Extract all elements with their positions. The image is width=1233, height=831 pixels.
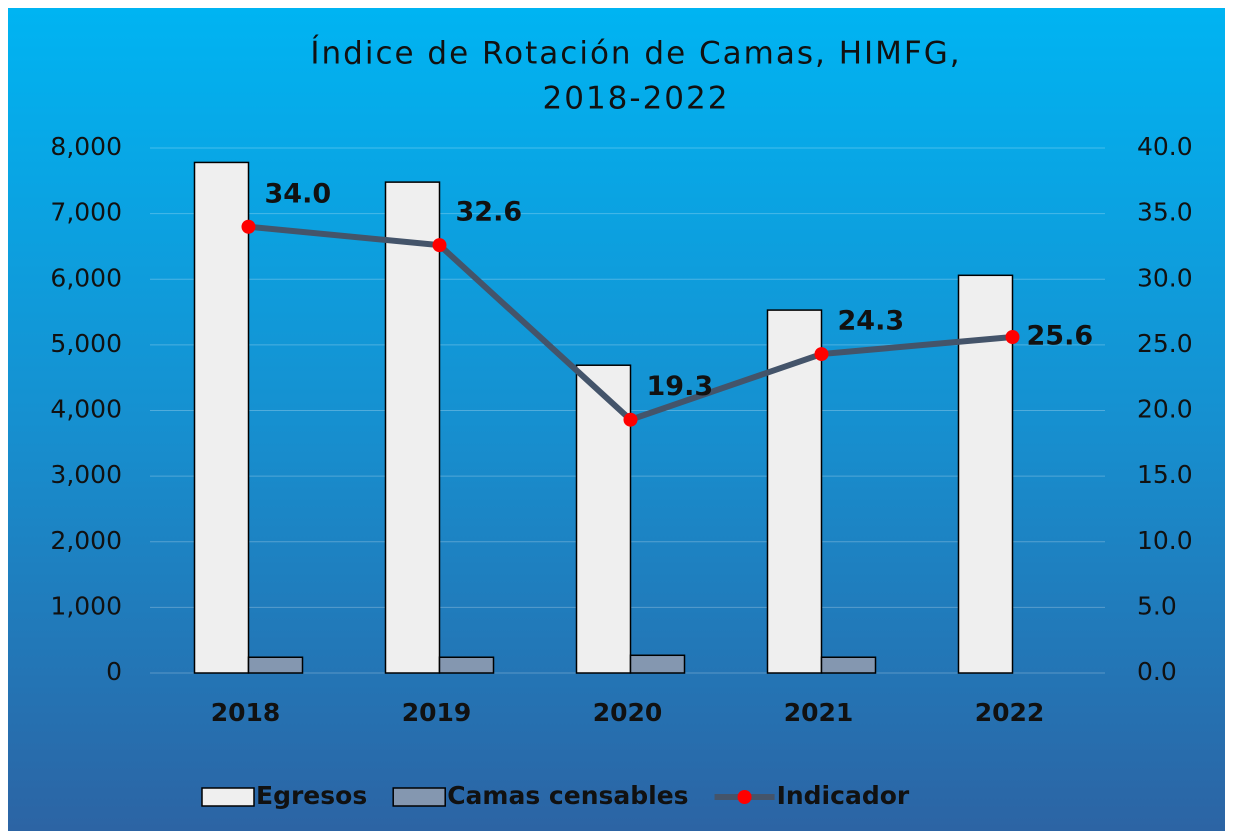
y-tick-label: 5,000 [50,329,122,358]
y-tick-label: 4,000 [50,395,122,424]
y2-tick-label: 10.0 [1137,526,1193,555]
y-tick-label: 6,000 [50,263,122,292]
data-label: 19.3 [647,371,714,402]
data-label: 24.3 [838,306,905,337]
x-tick-label: 2018 [211,698,281,727]
y-tick-label: 1,000 [50,591,122,620]
y2-tick-label: 0.0 [1137,657,1177,686]
bar [629,654,686,674]
y2-tick-label: 30.0 [1137,263,1193,292]
data-label: 25.6 [1027,321,1094,352]
y2-tick-label: 25.0 [1137,329,1193,358]
chart-title: Índice de Rotación de Camas, HIMFG, [310,36,961,72]
legend-label: Egresos [256,781,367,810]
legend-swatch [737,790,752,804]
bar [247,656,304,674]
y-tick-label: 2,000 [50,526,122,555]
y2-tick-label: 5.0 [1137,591,1177,620]
y2-tick-label: 20.0 [1137,395,1193,424]
bar [384,181,441,674]
legend-label: Camas censables [447,781,688,810]
y-tick-label: 0 [106,657,122,686]
legend-label: Indicador [777,781,910,810]
chart-title: 2018-2022 [543,81,730,117]
y-tick-label: 3,000 [50,460,122,489]
y-tick-label: 7,000 [50,198,122,227]
legend-swatch [201,787,255,807]
marker [814,347,829,362]
bar [193,161,250,674]
x-tick-label: 2021 [784,698,854,727]
marker [432,238,447,253]
x-tick-label: 2020 [593,698,663,727]
y-tick-label: 8,000 [50,132,122,161]
data-label: 34.0 [265,178,332,209]
marker [1005,330,1020,344]
marker [623,412,638,427]
bar [820,656,877,674]
bar [438,656,495,674]
x-tick-label: 2019 [402,698,472,727]
legend-swatch [392,787,446,807]
bar [575,364,632,674]
marker [241,219,256,234]
y2-tick-label: 35.0 [1137,198,1193,227]
y2-tick-label: 40.0 [1137,132,1193,161]
y2-tick-label: 15.0 [1137,460,1193,489]
x-tick-label: 2022 [975,698,1045,727]
data-label: 32.6 [456,197,523,228]
